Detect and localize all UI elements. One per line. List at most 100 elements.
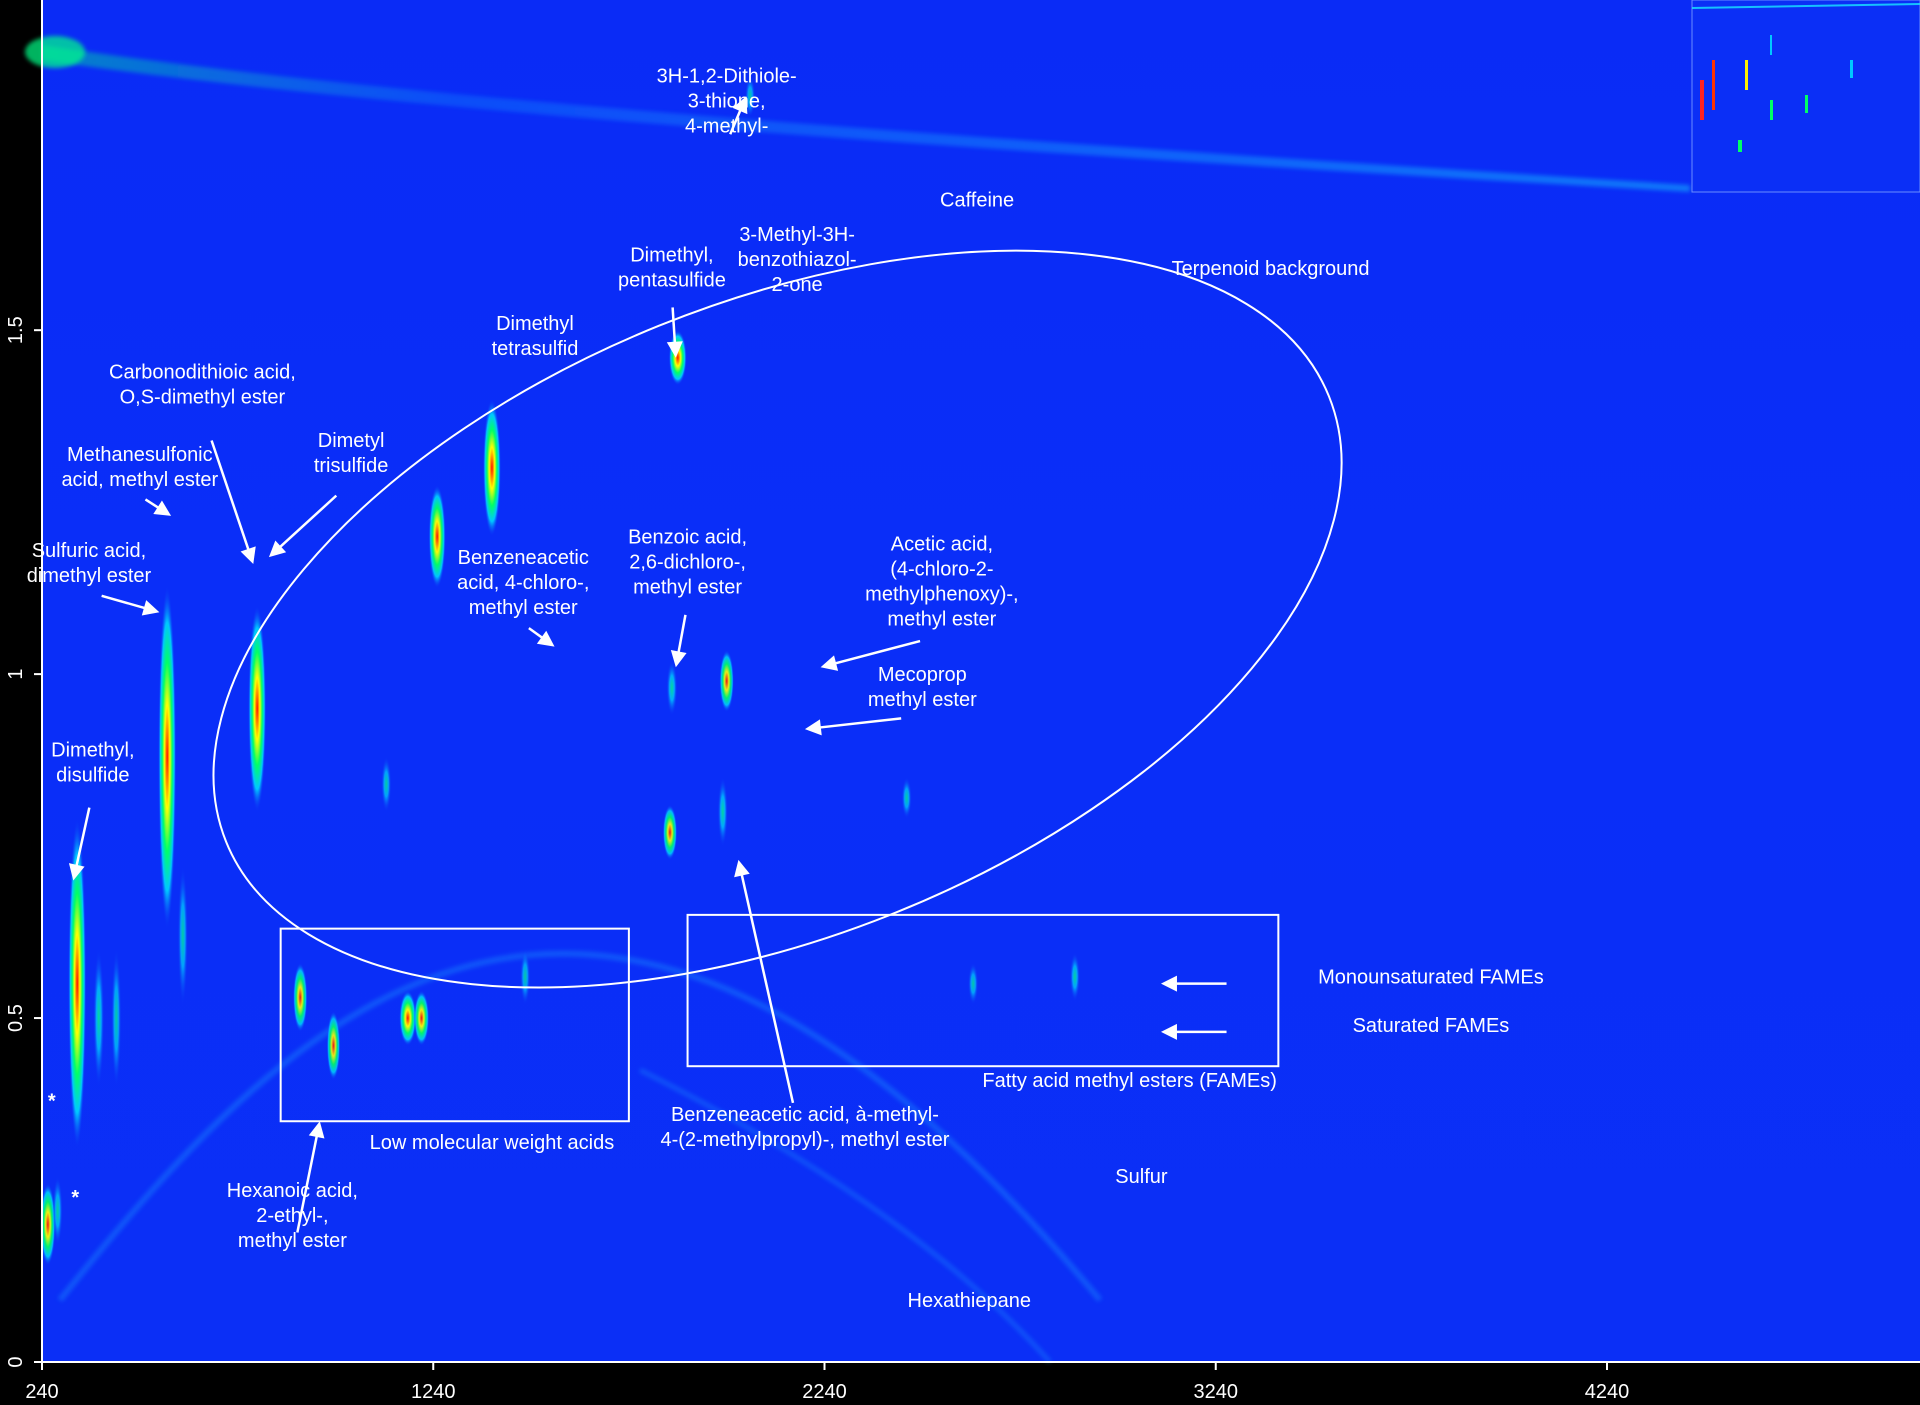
- peak-22: [901, 777, 912, 819]
- annotation-line: 3-thione,: [688, 91, 766, 113]
- annotation-line: 4-(2-methylpropyl)-, methyl ester: [660, 1129, 949, 1151]
- annotation-line: trisulfide: [314, 455, 388, 477]
- peak-12: [326, 1011, 341, 1080]
- annotation-line: Carbonodithioic acid,: [109, 361, 296, 383]
- annotation-line: Caffeine: [940, 189, 1014, 211]
- annotation-line: Sulfuric acid,: [32, 540, 147, 562]
- annotation-line: methylphenoxy)-,: [865, 583, 1018, 605]
- annotation-acetic: Acetic acid, (4-chloro-2- methylphenoxy)-,…: [865, 533, 1018, 630]
- x-tick-label: 4240: [1585, 1381, 1630, 1403]
- arrow-sfa: [1160, 1023, 1227, 1040]
- annotation-line: *: [71, 1187, 79, 1209]
- peak-8: [248, 605, 267, 812]
- annotation-line: Low molecular weight acids: [370, 1132, 615, 1154]
- annotation-disulfide: Dimethyl, disulfide: [51, 740, 134, 787]
- peak-17: [668, 330, 687, 386]
- annotation-pentasulfide: Dimethyl, pentasulfide: [618, 244, 726, 291]
- annotation-benzeneacetic-chloro: Benzeneacetic acid, 4-chloro-, methyl este…: [457, 547, 589, 619]
- peak-3: [52, 1176, 63, 1246]
- peak-11: [293, 963, 308, 1032]
- y-tick-label: 1.5: [5, 316, 27, 344]
- annotation-line: Dimethyl,: [51, 740, 134, 762]
- arrow-trisulfide: [268, 494, 338, 558]
- arrow-benzoic: [670, 614, 687, 668]
- y-ticks: 0 0.5 1 1.5: [5, 316, 42, 1368]
- annotation-line: methyl ester: [469, 597, 578, 619]
- annotation-line: Sulfur: [1115, 1166, 1168, 1188]
- annotation-dithiole: 3H-1,2-Dithiole- 3-thione, 4-methyl-: [657, 66, 797, 138]
- annotation-line: 3-Methyl-3H-: [739, 224, 855, 246]
- arrow-pentasulfide: [666, 307, 683, 358]
- peak-20: [719, 650, 734, 712]
- annotation-line: Benzeneacetic: [458, 547, 589, 569]
- annotation-line: Mecoprop: [878, 664, 967, 686]
- arrow-mufa: [1160, 975, 1227, 992]
- annotation-line: Terpenoid background: [1172, 258, 1370, 280]
- annotation-line: methyl ester: [633, 576, 742, 598]
- peak-18: [662, 804, 678, 860]
- annotation-line: acid, methyl ester: [61, 469, 218, 491]
- annotation-line: tetrasulfid: [492, 338, 579, 360]
- column-bleed-band: [42, 45, 1690, 192]
- annotation-line: Monounsaturated FAMEs: [1318, 967, 1544, 989]
- annotation-star1: *: [48, 1090, 56, 1112]
- annotation-line: Benzoic acid,: [628, 526, 747, 548]
- annotation-carbonodithioic: Carbonodithioic acid, O,S-dimethyl ester: [109, 361, 296, 408]
- peak-19: [666, 660, 678, 716]
- annotation-hexanoic: Hexanoic acid, 2-ethyl-, methyl ester: [227, 1180, 358, 1252]
- annotation-line: methyl ester: [238, 1230, 347, 1252]
- annotation-line: Dimethyl,: [630, 244, 713, 266]
- annotation-benzothiazol: 3-Methyl-3H-benzothiazol- 2-one: [738, 224, 857, 296]
- annotation-line: Dimethyl: [496, 313, 574, 335]
- annotation-line: Methanesulfonic: [67, 444, 213, 466]
- annotation-line: disulfide: [56, 765, 129, 787]
- peak-2: [40, 1183, 56, 1266]
- y-tick-label: 1: [5, 669, 27, 680]
- peak-4: [93, 949, 105, 1087]
- annotation-methanesulfonic: Methanesulfonic acid, methyl ester: [61, 444, 218, 491]
- annotation-line: Dimetyl: [318, 430, 385, 452]
- annotation-mecoprop: Mecoprop methyl ester: [868, 664, 977, 711]
- fames-box: [686, 913, 1280, 1068]
- annotation-hexathiepane: Hexathiepane: [908, 1290, 1031, 1312]
- peak-7: [177, 866, 188, 1005]
- annotation-fames: Fatty acid methyl esters (FAMEs): [982, 1070, 1277, 1092]
- annotation-sulfuric: Sulfuric acid, dimethyl ester: [27, 540, 152, 587]
- arrow-mecoprop: [804, 717, 902, 736]
- annotation-line: Fatty acid methyl esters (FAMEs): [982, 1070, 1277, 1092]
- arrow-ibuprofen: [734, 859, 795, 1104]
- arrow-disulfide: [68, 807, 91, 881]
- annotation-arrows: [68, 96, 1227, 1233]
- annotation-caffeine: Caffeine: [940, 189, 1014, 211]
- terpenoid-ellipse: [212, 249, 1343, 989]
- peak-21: [717, 777, 728, 847]
- annotation-line: benzothiazol-: [738, 249, 857, 271]
- annotation-line: 3H-1,2-Dithiole-: [657, 66, 797, 88]
- annotation-line: methyl ester: [887, 608, 996, 630]
- arrow-dithiole: [729, 96, 748, 135]
- annotation-trisulfide: Dimetyl trisulfide: [314, 430, 388, 477]
- arrow-carbonodithioic: [210, 440, 256, 565]
- annotation-mufa: Monounsaturated FAMEs: [1318, 967, 1544, 989]
- annotation-line: 2,6-dichloro-,: [629, 551, 746, 573]
- peak-13: [399, 990, 417, 1046]
- annotation-line: Hexathiepane: [908, 1290, 1031, 1312]
- annotation-line: Hexanoic acid,: [227, 1180, 358, 1202]
- wraparound-streak-2: [638, 1067, 1052, 1364]
- peak-14: [413, 990, 430, 1046]
- annotation-line: pentasulfide: [618, 269, 726, 291]
- annotation-line: Acetic acid,: [891, 533, 993, 555]
- peak-10: [482, 398, 501, 537]
- peak-9: [428, 484, 446, 589]
- inset-thumbnail: [1691, 0, 1920, 193]
- annotation-line: (4-chloro-2-: [890, 558, 993, 580]
- highlight-regions: [212, 249, 1343, 1123]
- peak-24: [1069, 952, 1080, 1001]
- peak-1: [68, 818, 87, 1149]
- background-bands: [25, 36, 1690, 1364]
- annotation-line: Benzeneacetic acid, à-methyl-: [671, 1104, 939, 1126]
- annotation-line: acid, 4-chloro-,: [457, 572, 589, 594]
- arrow-benzeneacetic-chloro: [528, 627, 555, 647]
- x-tick-label: 240: [25, 1381, 58, 1403]
